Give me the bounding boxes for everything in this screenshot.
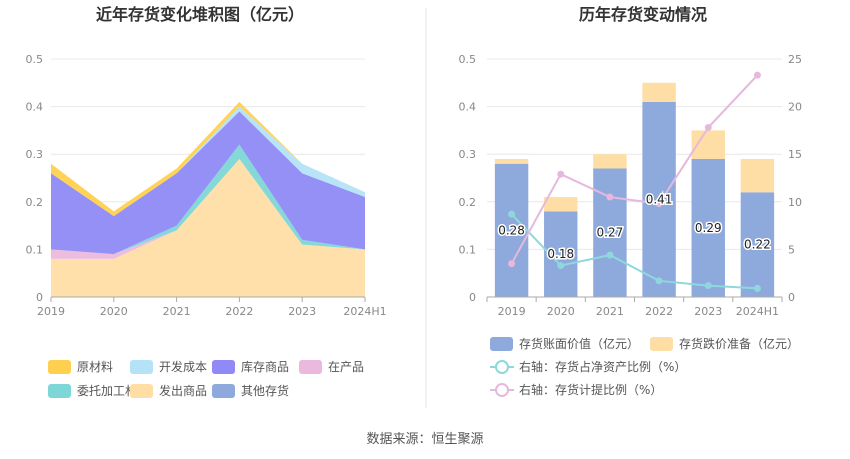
line-point [753, 284, 761, 292]
left-x-tick-label: 2022 [225, 305, 253, 318]
right-x-tick-label: 2019 [498, 305, 526, 318]
right-x-tick-label: 2023 [694, 305, 722, 318]
right-line-series [508, 71, 761, 292]
legend-label: 开发成本 [159, 359, 207, 374]
legend-swatch [130, 360, 153, 374]
left-x-tick-label: 2024H1 [343, 305, 386, 318]
line-右轴：存货计提比例（%） [510, 74, 759, 265]
legend-label: 其他存货 [241, 383, 289, 398]
bar-book-value [494, 163, 529, 297]
right-x-tick-label: 2022 [645, 305, 673, 318]
legend-label: 存货跌价准备（亿元） [679, 336, 799, 351]
left-x-tick-label: 2019 [37, 305, 65, 318]
legend-label: 在产品 [328, 360, 364, 374]
legend-label: 存货账面价值（亿元） [519, 336, 639, 351]
right-y2-tick-label: 5 [788, 243, 795, 256]
left-axes: 0 0.1 0.2 0.3 0.4 0.5 2019 2020 2021 2022 2023 2024… [26, 53, 387, 318]
bar-book-value [691, 158, 725, 297]
line-point [753, 71, 761, 79]
line-point [655, 200, 663, 208]
inventory-bar-line-chart: 历年存货变动情况 0.28 0.18 0.27 0.41 0.29 0.22 0 0.1 0.… [459, 5, 803, 397]
bar-impairment [544, 197, 578, 212]
line-point [606, 251, 614, 259]
left-chart-title: 近年存货变化堆积图（亿元） [96, 5, 304, 24]
legend-swatch [130, 384, 153, 398]
left-y-tick-label: 0.5 [26, 53, 44, 66]
bar-book-value [642, 101, 676, 297]
legend-swatch [48, 384, 71, 398]
bar-impairment [740, 158, 775, 193]
left-y-tick-label: 0.1 [26, 243, 44, 256]
legend-swatch [490, 337, 513, 351]
bar-book-value [740, 192, 775, 297]
left-y-tick-label: 0.2 [26, 196, 44, 209]
stacked-area-chart: 近年存货变化堆积图（亿元） 0 0.1 0.2 0.3 0.4 0.5 2019 2020 20… [26, 5, 387, 398]
right-x-tick-label: 2021 [596, 305, 624, 318]
line-point [655, 277, 663, 285]
line-point [508, 260, 516, 268]
left-x-tick-label: 2023 [288, 305, 316, 318]
bar-impairment [593, 154, 627, 169]
left-y-tick-label: 0 [36, 291, 43, 304]
line-point [508, 210, 516, 218]
left-x-tick-label: 2021 [163, 305, 191, 318]
right-y-tick-label: 0.4 [459, 101, 477, 114]
right-y-tick-label: 0.3 [459, 148, 477, 161]
left-x-tick-label: 2020 [100, 305, 128, 318]
right-y-tick-label: 0.5 [459, 53, 477, 66]
line-point [704, 282, 712, 290]
left-y-tick-label: 0.3 [26, 148, 44, 161]
legend-line-marker [495, 360, 509, 374]
right-y-tick-label: 0.1 [459, 243, 477, 256]
legend-swatch [212, 384, 235, 398]
right-bar-series [494, 82, 775, 297]
line-右轴：存货占净资产比例（%） [510, 213, 758, 290]
right-y2-tick-label: 20 [788, 101, 802, 114]
area-发出商品 [51, 158, 365, 297]
bar-value-label: 0.29 [695, 221, 722, 235]
bar-value-label: 0.27 [597, 226, 624, 240]
bar-impairment [642, 82, 676, 102]
right-y2-tick-label: 10 [788, 196, 802, 209]
left-area-series [51, 101, 365, 297]
legend-label: 右轴：存货占净资产比例（%） [519, 359, 686, 374]
line-point [557, 170, 565, 178]
legend-label: 右轴：存货计提比例（%） [519, 382, 662, 397]
right-y2-tick-label: 15 [788, 148, 802, 161]
line-point [557, 262, 565, 270]
right-x-tick-label: 2024H1 [736, 305, 779, 318]
bar-impairment [494, 158, 529, 164]
left-y-tick-label: 0.4 [26, 101, 44, 114]
right-y-tick-label: 0.2 [459, 196, 477, 209]
right-chart-title: 历年存货变动情况 [579, 5, 707, 24]
legend-swatch [48, 360, 71, 374]
right-bar-labels: 0.28 0.18 0.27 0.41 0.29 0.22 [497, 191, 773, 263]
right-y2-tick-label: 0 [788, 291, 795, 304]
legend-swatch [650, 337, 673, 351]
right-axes: 0 0.1 0.2 0.3 0.4 0.5 0 5 10 15 20 25 2019 2020 2021 20… [459, 53, 803, 318]
bar-value-label: 0.22 [744, 238, 771, 252]
area-库存商品 [51, 111, 365, 255]
line-point [704, 124, 712, 132]
bar-value-label: 0.41 [646, 192, 673, 206]
bar-value-label: 0.28 [498, 223, 525, 237]
legend-label: 库存商品 [241, 359, 289, 374]
bar-book-value [593, 168, 627, 297]
line-point [606, 193, 614, 201]
legend-swatch [299, 360, 322, 374]
data-source: 数据来源：恒生聚源 [366, 432, 484, 447]
bar-value-label: 0.18 [547, 247, 574, 261]
legend-line-marker [495, 383, 509, 397]
right-legend: 存货账面价值（亿元） 存货跌价准备（亿元） 右轴：存货占净资产比例（%） 右轴：存货计… [490, 336, 799, 397]
legend-label: 发出商品 [159, 383, 207, 398]
legend-swatch [212, 360, 235, 374]
right-x-tick-label: 2020 [547, 305, 575, 318]
right-y-tick-label: 0 [469, 291, 476, 304]
legend-label: 原材料 [77, 360, 113, 374]
right-y2-tick-label: 25 [788, 53, 802, 66]
